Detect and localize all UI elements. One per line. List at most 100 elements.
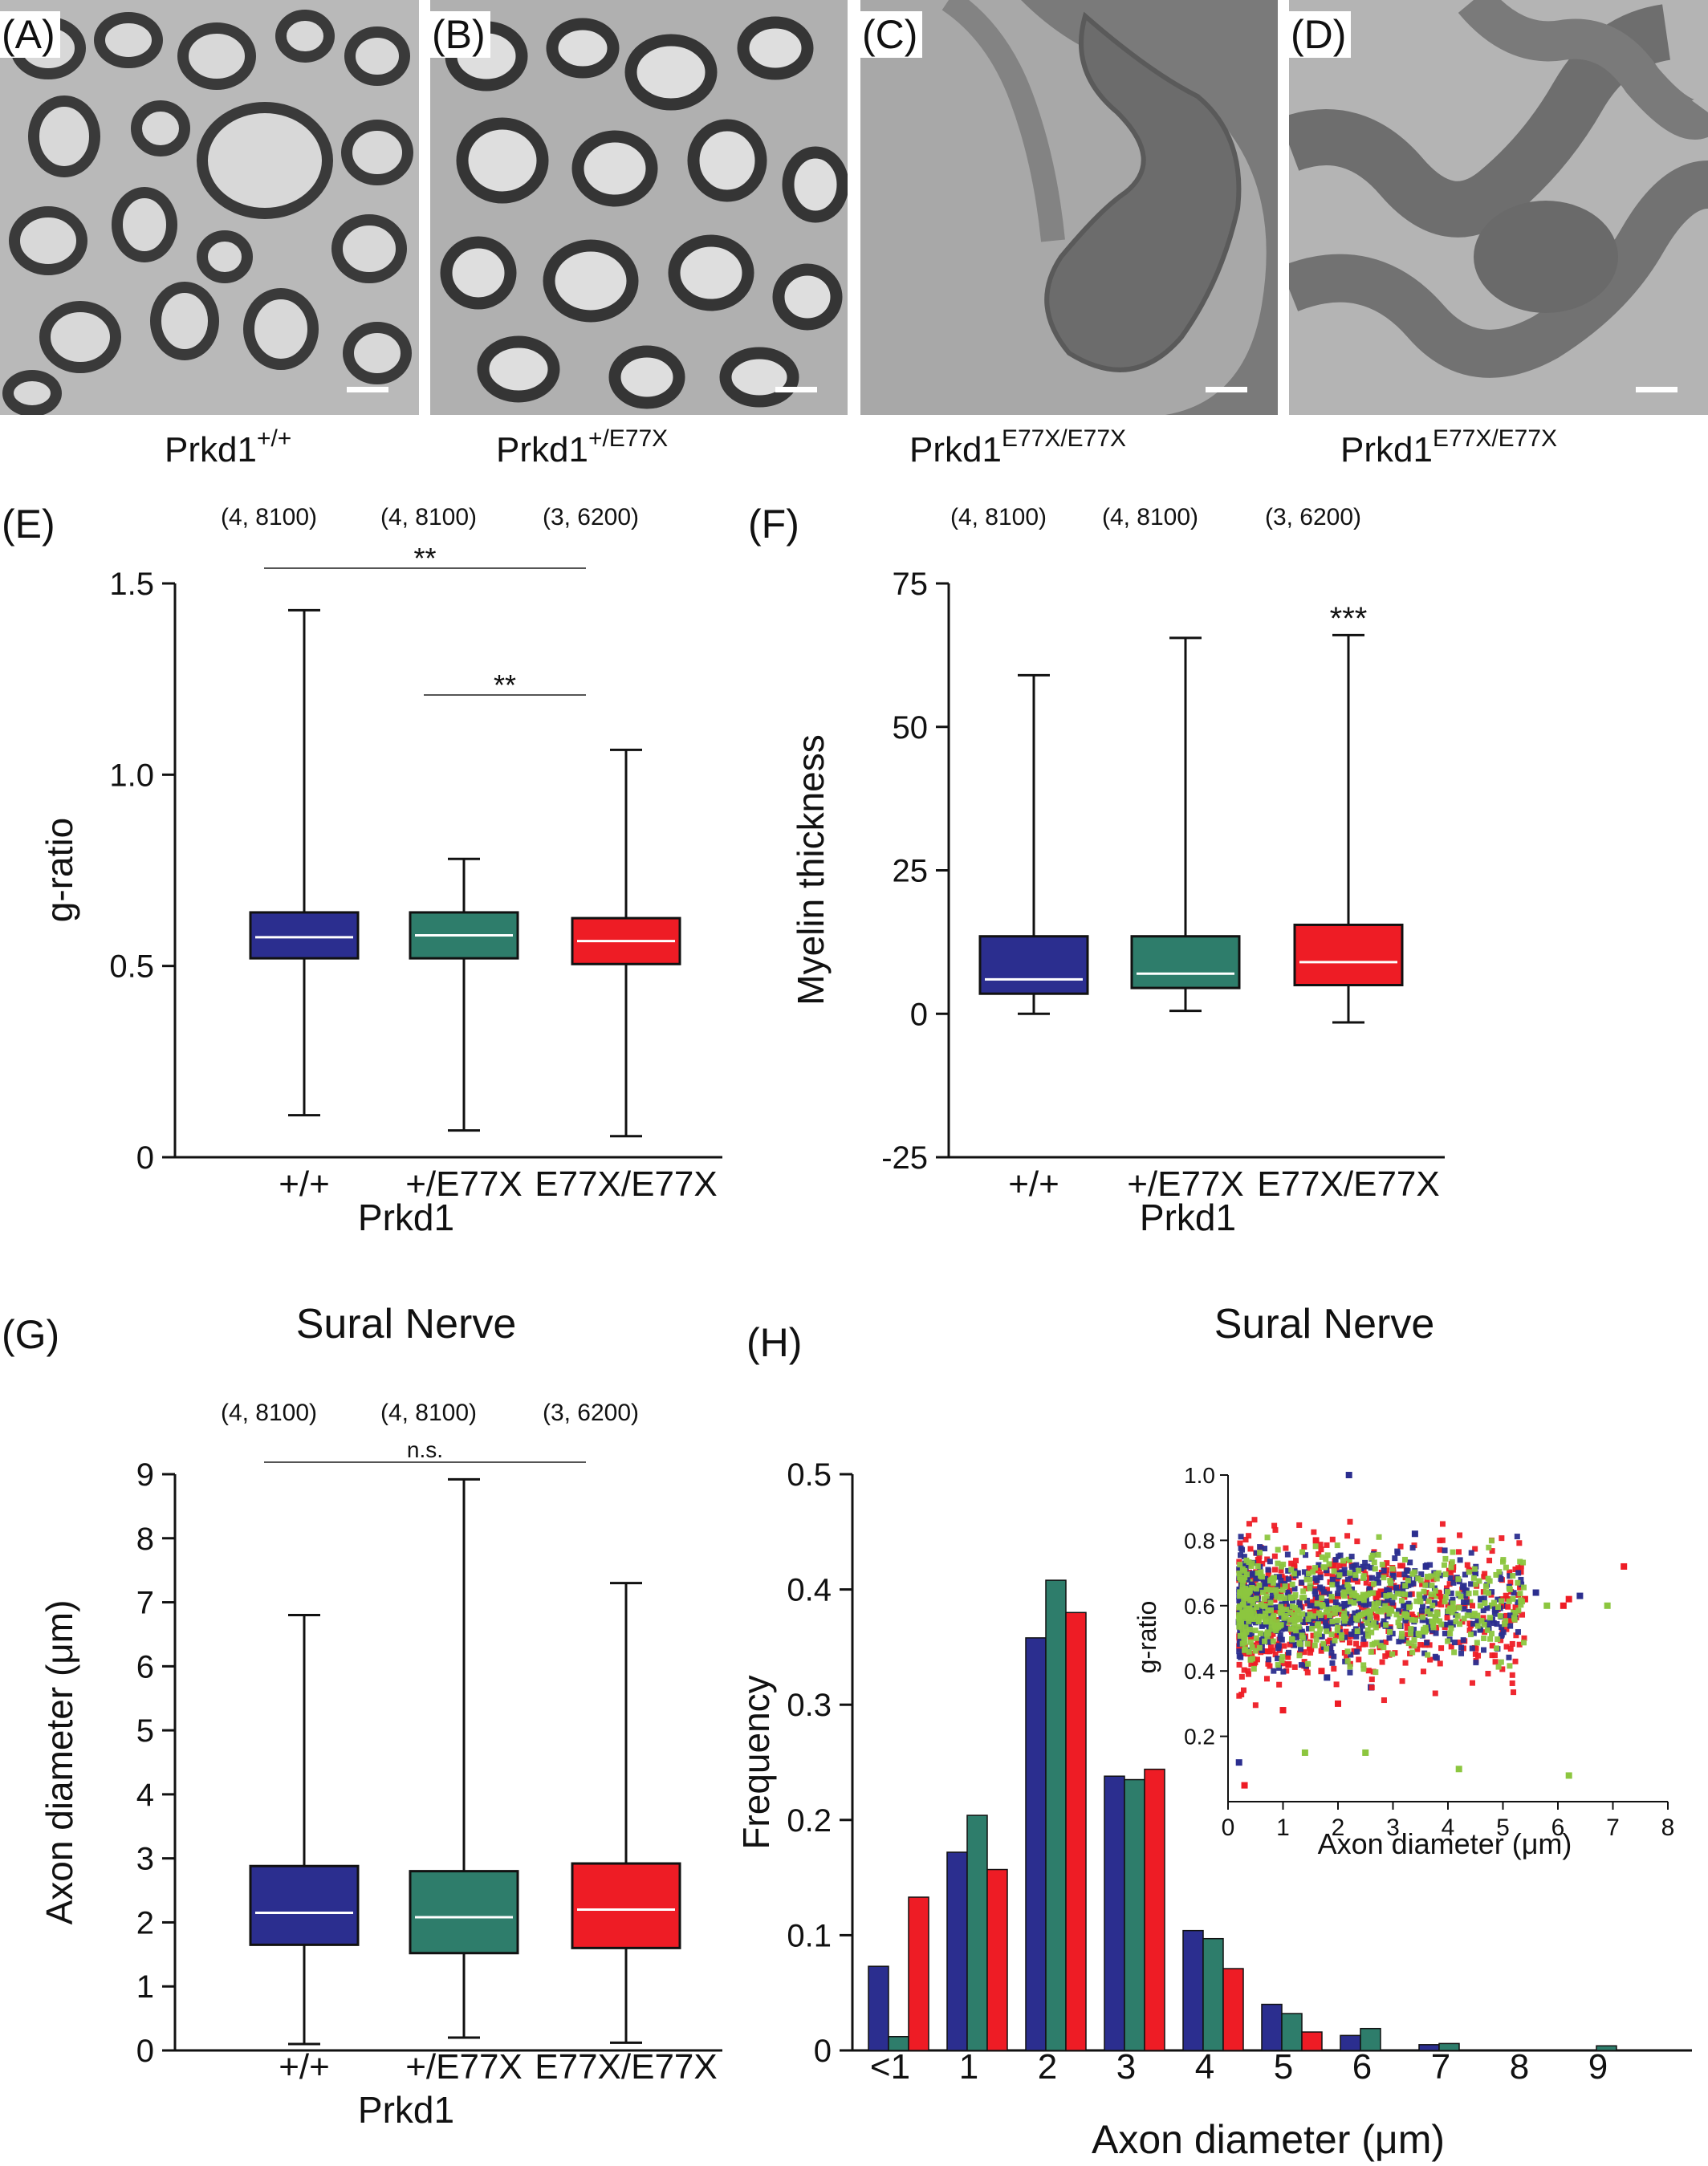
scatter-point bbox=[1341, 1567, 1348, 1573]
scatter-point bbox=[1362, 1641, 1368, 1648]
scatter-point bbox=[1277, 1635, 1283, 1641]
histogram-bar bbox=[1104, 1775, 1125, 2051]
scatter-point bbox=[1434, 1617, 1440, 1623]
scatter-point bbox=[1247, 1546, 1254, 1552]
scatter-point bbox=[1494, 1636, 1501, 1643]
scatter-point bbox=[1316, 1562, 1322, 1568]
scatter-point bbox=[1445, 1589, 1451, 1595]
scatter-point bbox=[1331, 1568, 1337, 1575]
scatter-point bbox=[1515, 1629, 1521, 1636]
scatter-point bbox=[1286, 1649, 1292, 1656]
scatter-point bbox=[1334, 1628, 1340, 1634]
scatter-point bbox=[1291, 1626, 1297, 1632]
scatter-point bbox=[1453, 1619, 1459, 1625]
scatter-point bbox=[1277, 1632, 1283, 1638]
scatter-point bbox=[1480, 1607, 1486, 1614]
scatter-point bbox=[1291, 1641, 1298, 1648]
y-tick-label: 4 bbox=[136, 1778, 154, 1813]
scatter-point bbox=[1397, 1623, 1403, 1629]
scatter-point bbox=[1482, 1600, 1488, 1607]
scatter-point bbox=[1238, 1673, 1245, 1680]
scatter-point bbox=[1264, 1556, 1271, 1563]
scatter-point bbox=[1474, 1612, 1481, 1619]
scatter-point bbox=[1415, 1575, 1421, 1582]
scatter-point bbox=[1291, 1586, 1298, 1592]
scatter-point bbox=[1492, 1659, 1499, 1665]
scatter-point bbox=[1317, 1571, 1324, 1578]
scatter-point bbox=[1267, 1599, 1274, 1606]
scatter-point bbox=[1498, 1659, 1504, 1665]
scatter-point bbox=[1314, 1577, 1320, 1583]
scatter-point bbox=[1288, 1567, 1295, 1573]
scatter-point bbox=[1242, 1537, 1249, 1543]
scatter-point bbox=[1255, 1613, 1261, 1619]
scatter-point bbox=[1397, 1615, 1403, 1621]
scatter-point bbox=[1507, 1569, 1513, 1575]
scatter-point bbox=[1329, 1582, 1336, 1588]
scatter-point bbox=[1319, 1595, 1325, 1601]
scatter-point bbox=[1420, 1603, 1426, 1610]
scatter-point bbox=[1249, 1651, 1255, 1657]
scatter-point bbox=[1345, 1556, 1352, 1563]
scatter-point bbox=[1371, 1581, 1377, 1587]
scatter-point bbox=[1275, 1560, 1281, 1567]
scatter-point bbox=[1488, 1631, 1494, 1637]
scatter-point bbox=[1317, 1598, 1324, 1604]
scatter-point bbox=[1285, 1567, 1291, 1574]
scatter-point bbox=[1377, 1588, 1384, 1595]
scatter-point bbox=[1252, 1659, 1259, 1665]
scatter-point bbox=[1236, 1611, 1242, 1618]
scatter-point bbox=[1311, 1529, 1317, 1535]
scatter-point bbox=[1247, 1639, 1254, 1645]
scatter-point bbox=[1434, 1609, 1440, 1615]
x-axis-label: Axon diameter (μm) bbox=[1092, 2117, 1445, 2162]
scatter-point bbox=[1236, 1661, 1242, 1668]
scatter-point bbox=[1303, 1576, 1310, 1583]
scatter-point bbox=[1278, 1622, 1284, 1628]
scatter-point bbox=[1481, 1647, 1487, 1653]
scatter-point bbox=[1437, 1538, 1443, 1544]
inset-y-tick-label: 1.0 bbox=[1184, 1463, 1215, 1488]
scatter-point bbox=[1300, 1588, 1307, 1595]
scatter-point bbox=[1402, 1611, 1409, 1617]
y-tick-label: 0.4 bbox=[787, 1573, 832, 1608]
scatter-point bbox=[1359, 1604, 1365, 1611]
scatter-point bbox=[1344, 1576, 1351, 1583]
scatter-point bbox=[1343, 1628, 1349, 1635]
scatter-point bbox=[1356, 1656, 1362, 1663]
scatter-point bbox=[1422, 1582, 1429, 1588]
scatter-point bbox=[1462, 1587, 1468, 1593]
scatter-point bbox=[1322, 1619, 1328, 1625]
scatter-point bbox=[1335, 1617, 1341, 1623]
scatter-point bbox=[1282, 1575, 1288, 1582]
scatter-point bbox=[1473, 1590, 1479, 1596]
scatter-point bbox=[1271, 1612, 1277, 1619]
scatter-point bbox=[1489, 1548, 1495, 1554]
scatter-point bbox=[1519, 1611, 1526, 1618]
scatter-point bbox=[1254, 1656, 1260, 1663]
scatter-point bbox=[1427, 1611, 1434, 1617]
scatter-point bbox=[1353, 1615, 1360, 1621]
y-tick-label: 9 bbox=[136, 1457, 154, 1493]
scatter-point bbox=[1238, 1619, 1245, 1626]
scatter-point bbox=[1389, 1631, 1396, 1637]
scatter-point bbox=[1450, 1605, 1457, 1611]
scatter-point bbox=[1419, 1617, 1425, 1623]
scatter-point bbox=[1384, 1587, 1390, 1593]
chart-f-myelin-thickness: (F) -25 0 25 50 75 Myelin thickness +/+ (4, 8100… bbox=[748, 502, 1445, 1238]
scatter-point bbox=[1511, 1689, 1517, 1696]
scatter-point bbox=[1333, 1681, 1340, 1688]
scatter-point bbox=[1271, 1522, 1278, 1529]
scatter-point bbox=[1256, 1608, 1263, 1615]
scatter-point bbox=[1505, 1603, 1511, 1610]
scatter-point bbox=[1471, 1566, 1478, 1572]
scatter-point bbox=[1296, 1599, 1303, 1606]
scatter-point bbox=[1402, 1660, 1409, 1666]
scatter-point bbox=[1487, 1636, 1494, 1642]
scatter-point bbox=[1235, 1759, 1242, 1766]
scatter-point bbox=[1332, 1605, 1339, 1611]
scatter-point bbox=[1299, 1579, 1305, 1586]
scatter-point bbox=[1400, 1586, 1406, 1592]
n-count-label: (3, 6200) bbox=[543, 504, 639, 530]
panel-label: (H) bbox=[746, 1320, 802, 1365]
